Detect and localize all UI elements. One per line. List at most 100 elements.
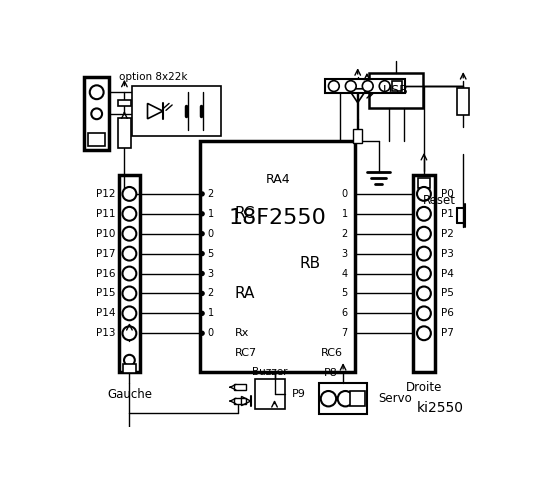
Circle shape [122, 287, 137, 300]
Text: USB: USB [383, 84, 409, 97]
Text: P2: P2 [441, 228, 454, 239]
Text: P10: P10 [96, 228, 115, 239]
Circle shape [122, 247, 137, 261]
Bar [418, 179, 430, 188]
Text: P9: P9 [291, 389, 305, 399]
Text: P11: P11 [96, 209, 115, 219]
Text: 0: 0 [207, 228, 213, 239]
Circle shape [379, 81, 390, 92]
Text: Servo: Servo [378, 392, 412, 405]
Circle shape [328, 81, 339, 92]
Circle shape [417, 187, 431, 201]
Circle shape [417, 227, 431, 240]
Text: Droite: Droite [406, 381, 442, 394]
Bar [200, 141, 356, 372]
Bar [353, 129, 362, 143]
Text: P5: P5 [441, 288, 454, 299]
Text: 1: 1 [207, 209, 213, 219]
Text: 5: 5 [207, 249, 214, 259]
Circle shape [122, 306, 137, 320]
Circle shape [200, 272, 204, 276]
Bar [88, 133, 105, 146]
Text: 3: 3 [207, 268, 213, 278]
Text: 0: 0 [207, 328, 213, 338]
Text: 1: 1 [207, 308, 213, 318]
Text: RA: RA [234, 286, 255, 301]
Bar [413, 175, 435, 372]
Bar [85, 77, 109, 150]
Text: 2: 2 [207, 288, 214, 299]
Circle shape [321, 391, 336, 407]
Circle shape [200, 291, 204, 295]
Circle shape [417, 247, 431, 261]
Circle shape [122, 266, 137, 280]
Bar [350, 391, 366, 407]
Text: RC6: RC6 [321, 348, 343, 358]
Bar [123, 364, 135, 373]
Circle shape [417, 266, 431, 280]
Circle shape [200, 331, 204, 335]
Text: P14: P14 [96, 308, 115, 318]
Text: P4: P4 [441, 268, 454, 278]
Text: P17: P17 [96, 249, 115, 259]
Circle shape [200, 252, 204, 255]
Circle shape [90, 85, 103, 99]
Text: Gauche: Gauche [107, 388, 152, 401]
Text: 7: 7 [342, 328, 348, 338]
Circle shape [122, 326, 137, 340]
Text: RC: RC [234, 206, 255, 221]
Text: P0: P0 [441, 189, 453, 199]
Circle shape [417, 287, 431, 300]
Text: ki2550: ki2550 [416, 401, 463, 415]
Text: P15: P15 [96, 288, 115, 299]
Bar [457, 88, 469, 115]
Text: 1: 1 [342, 209, 348, 219]
Bar [234, 398, 246, 404]
Text: 2: 2 [207, 189, 214, 199]
Text: RA4: RA4 [265, 173, 290, 186]
Text: 5: 5 [342, 288, 348, 299]
Bar [132, 86, 221, 136]
Bar [392, 81, 403, 92]
Circle shape [200, 312, 204, 315]
Bar [119, 175, 140, 372]
Circle shape [122, 207, 137, 221]
Circle shape [91, 108, 102, 119]
Text: P13: P13 [96, 328, 115, 338]
Circle shape [346, 81, 356, 92]
Text: Reset: Reset [422, 193, 456, 206]
Bar [369, 73, 423, 108]
Circle shape [200, 232, 204, 236]
Text: P8: P8 [324, 368, 338, 378]
Text: 0: 0 [342, 189, 348, 199]
Text: P12: P12 [96, 189, 115, 199]
Bar [319, 384, 367, 414]
Text: Rx: Rx [234, 328, 249, 338]
Circle shape [124, 355, 135, 366]
Text: P16: P16 [96, 268, 115, 278]
Bar [118, 118, 131, 148]
Circle shape [417, 326, 431, 340]
Text: option 8x22k: option 8x22k [119, 72, 187, 82]
Circle shape [122, 227, 137, 240]
Text: 4: 4 [342, 268, 348, 278]
Text: P7: P7 [441, 328, 454, 338]
Text: 2: 2 [342, 228, 348, 239]
Text: P1: P1 [441, 209, 454, 219]
Text: 6: 6 [342, 308, 348, 318]
Circle shape [362, 81, 373, 92]
Text: P3: P3 [441, 249, 454, 259]
Bar [255, 380, 285, 408]
Text: 3: 3 [342, 249, 348, 259]
Text: RB: RB [300, 256, 321, 271]
Bar [234, 384, 246, 390]
Circle shape [417, 207, 431, 221]
Bar [325, 79, 405, 93]
Text: P6: P6 [441, 308, 454, 318]
Circle shape [122, 187, 137, 201]
Text: 18F2550: 18F2550 [229, 208, 327, 228]
Circle shape [200, 192, 204, 196]
Bar [118, 100, 131, 106]
Circle shape [338, 391, 353, 407]
Circle shape [200, 212, 204, 216]
